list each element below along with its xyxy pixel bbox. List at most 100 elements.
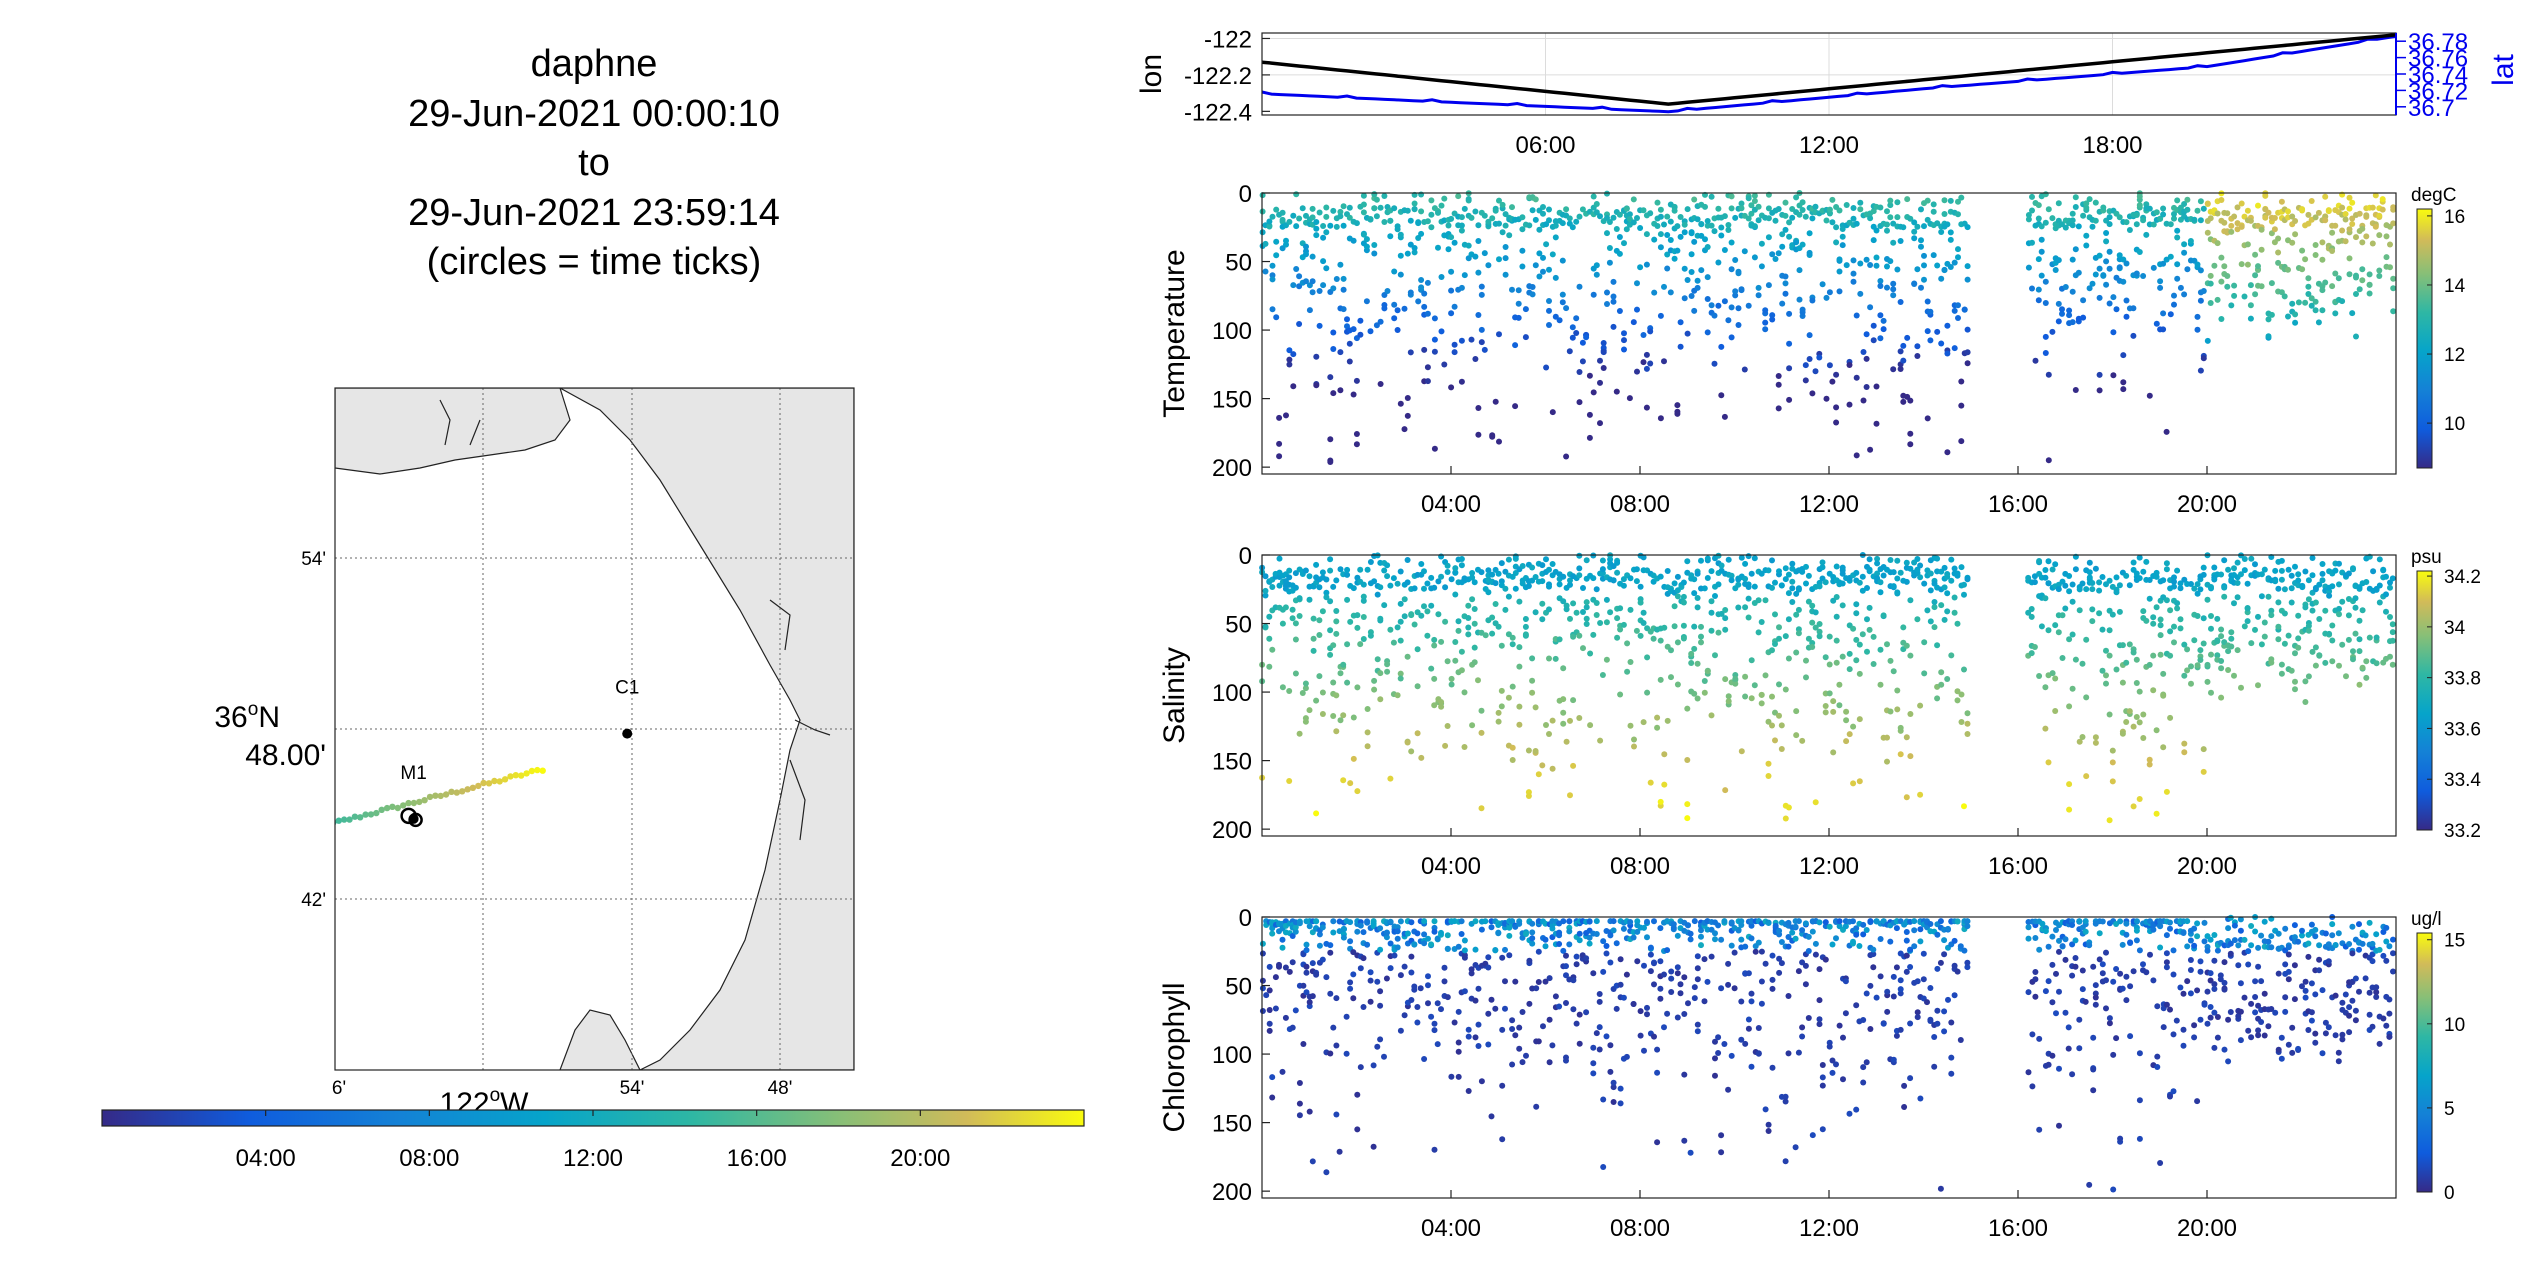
chlorophyll-point xyxy=(1425,973,1431,980)
salinity-point xyxy=(1438,573,1445,580)
salinity-point xyxy=(1772,611,1778,618)
chlorophyll-point xyxy=(1765,920,1772,926)
chlorophyll-point xyxy=(1431,928,1438,935)
temperature-point xyxy=(2319,287,2326,294)
salinity-point xyxy=(2086,569,2093,576)
salinity-point xyxy=(2373,660,2380,667)
temperature-point xyxy=(1702,203,1708,210)
temperature-point xyxy=(2029,239,2035,246)
salinity-point xyxy=(2373,634,2380,641)
temperature-point xyxy=(1350,391,1357,398)
salinity-point xyxy=(1674,593,1681,600)
salinity-point xyxy=(1732,675,1739,682)
temperature-point xyxy=(1850,205,1857,211)
temperature-point xyxy=(1860,349,1867,355)
chlorophyll-point xyxy=(1266,1027,1273,1034)
chlorophyll-point xyxy=(1901,1082,1908,1089)
temperature-point xyxy=(2184,266,2191,273)
salinity-point xyxy=(2146,595,2153,602)
chlorophyll-point xyxy=(1596,1024,1603,1031)
chlorophyll-point xyxy=(1590,1070,1597,1077)
salinity-point xyxy=(1785,590,1792,597)
temperature-point xyxy=(2184,206,2191,213)
salinity-point xyxy=(1302,685,1309,692)
chlorophyll-point xyxy=(2255,944,2262,951)
chlorophyll-point xyxy=(2184,943,2191,950)
salinity-point xyxy=(1657,573,1664,580)
chlorophyll-point xyxy=(2356,921,2362,928)
salinity-point xyxy=(1778,746,1785,752)
temperature-point xyxy=(2191,216,2198,223)
chlorophyll-point xyxy=(1529,940,1536,947)
chlorophyll-point xyxy=(2204,988,2211,995)
chlorophyll-point xyxy=(2346,941,2353,947)
chlorophyll-point xyxy=(2316,942,2323,949)
salinity-point xyxy=(2028,606,2035,612)
temperature-point xyxy=(1576,399,1583,406)
chlorophyll-point xyxy=(1651,918,1657,925)
salinity-point xyxy=(1543,722,1549,728)
temperature-point xyxy=(1661,358,1667,365)
chlorophyll-point xyxy=(2231,937,2238,944)
salinity-point xyxy=(1856,778,1863,785)
temperature-point xyxy=(1779,243,1786,250)
chlorophyll-point xyxy=(2221,979,2228,986)
temperature-point xyxy=(1323,213,1330,220)
chlorophyll-point xyxy=(2207,1004,2214,1010)
chlorophyll-point xyxy=(1512,1032,1519,1039)
salinity-point xyxy=(1458,667,1465,674)
salinity-point xyxy=(2066,703,2073,710)
salinity-point xyxy=(2092,739,2099,746)
temperature-point xyxy=(1373,196,1380,203)
chlorophyll-point xyxy=(1842,978,1849,985)
temperature-point xyxy=(2055,318,2062,325)
salinity-point xyxy=(1292,584,1299,591)
salinity-point xyxy=(1502,606,1509,613)
temperature-point xyxy=(1411,249,1418,256)
chlorophyll-point xyxy=(2211,986,2218,992)
salinity-point xyxy=(2109,611,2116,618)
chlorophyll-point xyxy=(2373,931,2380,938)
temperature-point xyxy=(1411,206,1418,212)
temperature-point xyxy=(1964,276,1971,283)
salinity-point xyxy=(1337,717,1344,724)
temperature-point xyxy=(1401,305,1408,312)
salinity-point xyxy=(1833,659,1840,666)
temperature-point xyxy=(1610,323,1617,330)
temperature-point xyxy=(2123,219,2130,226)
temperature-point xyxy=(2359,225,2366,232)
map-track-point xyxy=(346,816,353,823)
temperature-point xyxy=(1593,271,1600,278)
salinity-point xyxy=(1498,560,1505,567)
salinity-point xyxy=(2352,604,2359,611)
temperature-point xyxy=(2042,219,2049,226)
chlorophyll-point xyxy=(1661,1024,1667,1031)
temperature-point xyxy=(1606,259,1613,266)
chlorophyll-point xyxy=(1870,946,1877,953)
temperature-point xyxy=(1741,366,1748,373)
chlorophyll-point xyxy=(1441,978,1448,985)
chlorophyll-point xyxy=(1499,1082,1506,1089)
salinity-point xyxy=(2106,817,2113,824)
temperature-point xyxy=(1357,317,1364,324)
chlorophyll-point xyxy=(1282,964,1289,971)
chlorophyll-point xyxy=(1941,1008,1948,1015)
chlorophyll-point xyxy=(2369,951,2376,958)
salinity-point xyxy=(1310,615,1317,622)
chlorophyll-point xyxy=(2123,973,2130,980)
salinity-point xyxy=(1498,703,1505,710)
salinity-point xyxy=(1364,743,1371,750)
chlorophyll-point xyxy=(1860,921,1867,928)
salinity-point xyxy=(1725,556,1732,563)
temperature-point xyxy=(1458,214,1465,221)
chlorophyll-point xyxy=(1701,998,1708,1005)
temperature-point xyxy=(1293,223,1300,230)
chlorophyll-point xyxy=(1266,963,1273,970)
salinity-point xyxy=(1360,614,1367,620)
salinity-point xyxy=(2153,569,2160,576)
chlorophyll-point xyxy=(1485,964,1492,971)
salinity-point xyxy=(1627,575,1634,582)
salinity-point xyxy=(2146,756,2153,763)
salinity-point xyxy=(2086,559,2093,566)
